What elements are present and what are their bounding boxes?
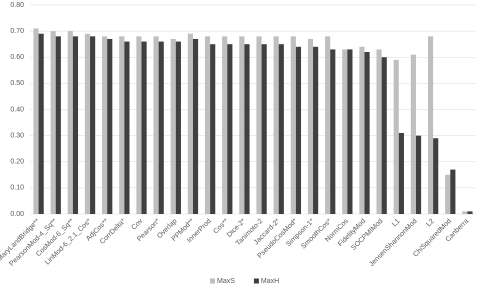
- bar: [84, 33, 91, 214]
- bar: [398, 133, 404, 214]
- bar: [359, 46, 365, 214]
- y-tick-label: 0.20: [10, 159, 24, 166]
- bar: [415, 135, 422, 214]
- bar: [90, 36, 96, 214]
- bar: [278, 44, 284, 214]
- bar: [50, 31, 56, 214]
- y-tick-label: 0.00: [10, 211, 24, 218]
- bar: [136, 36, 142, 214]
- bar: [325, 36, 331, 214]
- bar: [192, 38, 199, 215]
- bar: [410, 54, 416, 215]
- bar: [256, 36, 262, 214]
- legend-swatch: [210, 278, 215, 284]
- bar: [393, 59, 399, 214]
- bar: [210, 44, 216, 214]
- bar: [222, 36, 228, 214]
- bar: [330, 49, 336, 214]
- y-tick-label: 0.80: [10, 2, 24, 9]
- bar: [72, 36, 79, 214]
- x-tick-label: Cov: [130, 217, 144, 231]
- x-tick-label: L2: [425, 218, 436, 229]
- bar: [38, 33, 44, 214]
- bar: [153, 36, 159, 214]
- bar: [227, 44, 233, 214]
- y-tick-label: 0.30: [10, 132, 24, 139]
- bar: [33, 28, 39, 215]
- bar: [467, 211, 473, 214]
- y-tick-label: 0.10: [10, 185, 24, 192]
- bar: [55, 36, 61, 214]
- bar: [376, 49, 382, 214]
- bar: [462, 211, 468, 214]
- bar: [170, 38, 176, 215]
- y-tick-label: 0.40: [10, 106, 24, 113]
- bar: [239, 36, 245, 214]
- bar: [158, 41, 164, 215]
- bar: [381, 57, 387, 214]
- bar: [124, 41, 130, 215]
- bar: [445, 174, 451, 214]
- bar: [290, 36, 296, 214]
- bar: [342, 49, 348, 214]
- bar: [141, 41, 147, 215]
- bar: [204, 36, 211, 214]
- bar: [313, 46, 319, 214]
- bar: [107, 38, 113, 215]
- bar: [67, 31, 73, 214]
- bar: [102, 36, 108, 214]
- legend-swatch: [253, 278, 259, 284]
- x-tick-label: SOCPMIMod: [350, 218, 384, 252]
- y-tick-label: 0.60: [10, 54, 24, 61]
- bar: [427, 36, 434, 214]
- bar: [364, 52, 370, 215]
- y-tick-label: 0.70: [10, 28, 24, 35]
- bar: [433, 138, 439, 214]
- bar: [187, 33, 193, 214]
- bar: [295, 46, 302, 214]
- bar: [307, 38, 314, 215]
- legend-label: MaxH: [261, 278, 279, 285]
- bar: [261, 44, 267, 214]
- bar: [119, 36, 125, 214]
- bar: [175, 41, 181, 215]
- legend-label: MaxS: [217, 278, 235, 285]
- bar: [450, 169, 456, 214]
- bar: [244, 44, 250, 214]
- x-tick-label: L1: [391, 218, 402, 229]
- bar: [347, 49, 353, 214]
- bar: [273, 36, 279, 214]
- y-tick-label: 0.50: [10, 80, 24, 87]
